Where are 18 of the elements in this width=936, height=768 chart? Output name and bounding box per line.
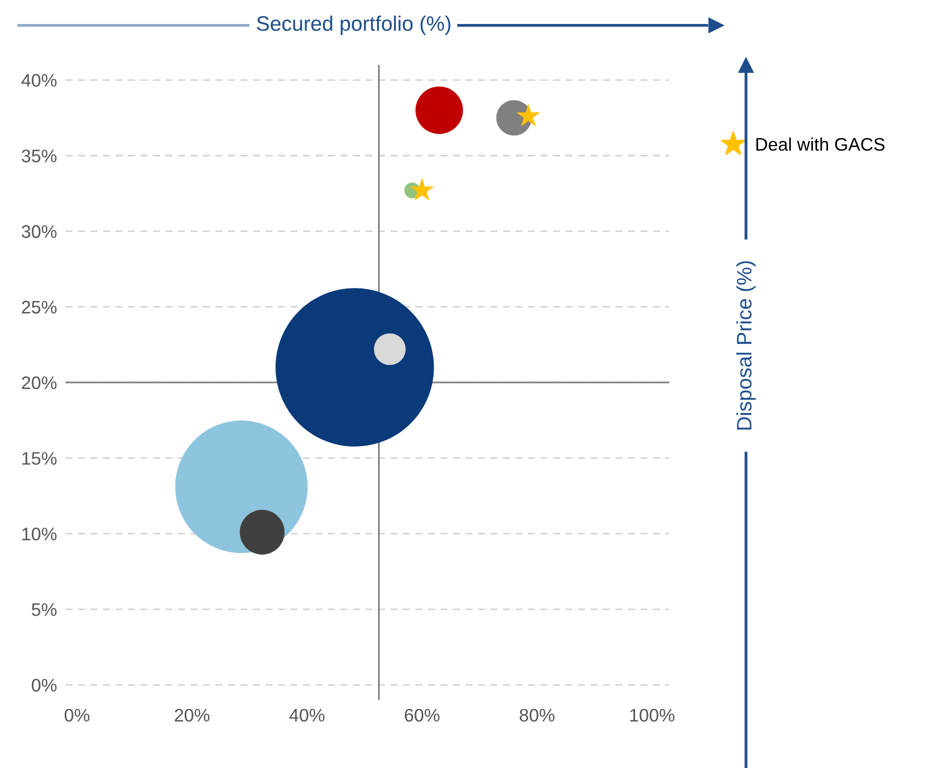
legend-label: Deal with GACS	[756, 138, 885, 151]
y-tick-label: 40%	[21, 74, 57, 87]
y-tick-label: 20%	[22, 376, 57, 390]
y-tick-label: 0%	[32, 678, 57, 692]
x-tick-label: 60%	[404, 708, 440, 722]
y-tick-label: 25%	[22, 300, 57, 314]
y-tick-label: 15%	[22, 452, 57, 465]
x-tick-label: 20%	[174, 708, 210, 722]
x-tick-label: 80%	[520, 708, 554, 722]
y-tick-label: 5%	[32, 603, 57, 616]
x-tick-label: 0%	[64, 708, 90, 722]
y-tick-label: 10%	[22, 528, 57, 540]
y-tick-label: 35%	[22, 150, 57, 162]
y-tick-label: 30%	[22, 225, 57, 238]
x-tick-label: 100%	[630, 708, 674, 722]
x-tick-label: 40%	[289, 708, 324, 722]
x-axis-title: Secured portfolio (%)	[256, 16, 450, 36]
y-axis-title: Disposal Price (%)	[736, 261, 756, 430]
